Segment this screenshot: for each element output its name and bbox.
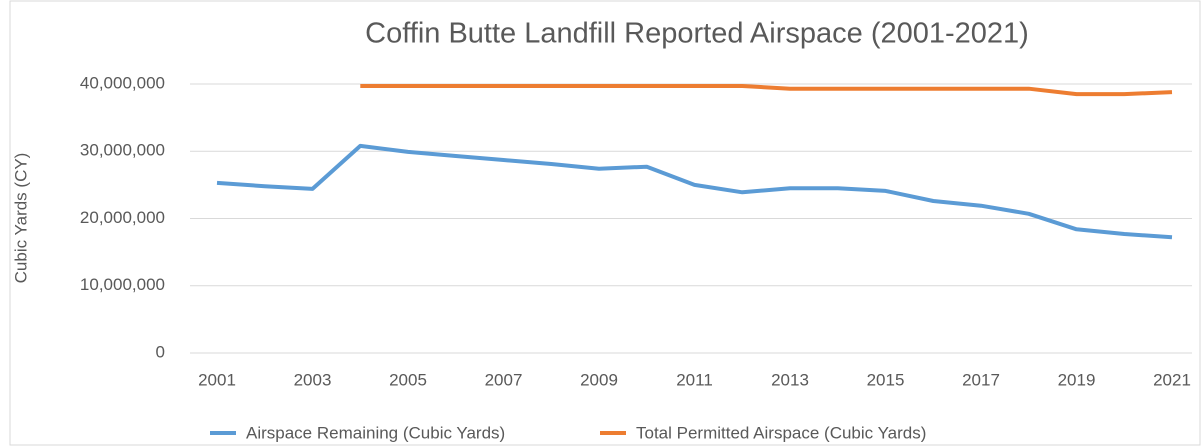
x-tick-label: 2005 [389, 370, 427, 389]
x-tick-label: 2017 [962, 370, 1000, 389]
x-tick-label: 2021 [1153, 370, 1191, 389]
x-tick-label: 2015 [867, 370, 905, 389]
series-line [360, 84, 1173, 97]
x-tick-label: 2007 [485, 370, 523, 389]
legend-label: Airspace Remaining (Cubic Yards) [246, 423, 505, 442]
y-tick-label: 30,000,000 [80, 141, 165, 160]
chart-title: Coffin Butte Landfill Reported Airspace … [365, 18, 1029, 50]
series-line [216, 143, 1173, 240]
x-tick-label: 2001 [198, 370, 236, 389]
chart-border [9, 0, 1201, 446]
x-tick-label: 2019 [1058, 370, 1096, 389]
y-tick-label: 10,000,000 [80, 275, 165, 294]
y-tick-label: 0 [156, 342, 165, 361]
x-tick-label: 2011 [676, 370, 713, 389]
x-tick-label: 2003 [294, 370, 332, 389]
y-axis-label: Cubic Yards (CY) [11, 153, 30, 284]
legend-label: Total Permitted Airspace (Cubic Yards) [636, 423, 926, 442]
y-tick-label: 20,000,000 [80, 208, 165, 227]
y-tick-label: 40,000,000 [80, 73, 165, 92]
x-tick-label: 2009 [580, 370, 618, 389]
x-tick-label: 2013 [771, 370, 809, 389]
